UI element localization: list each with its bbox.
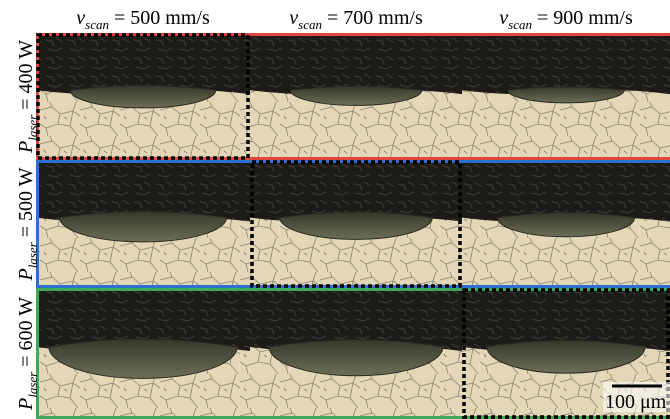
micrograph-panel [250,33,462,160]
label-text: = 500 W [15,167,37,242]
micrograph-panel [36,160,250,288]
label-text: = 400 W [15,40,37,115]
label-text: = 900 mm/s [532,7,633,29]
symbol: P [15,141,37,154]
symbol: P [15,398,37,411]
column-header: vscan = 700 mm/s [289,7,423,32]
row-header: Plaser = 500 W [15,167,40,281]
symbol: v [499,7,508,29]
label-text: = 600 W [15,297,37,372]
subscript: laser [25,371,40,398]
subscript: scan [85,17,109,32]
column-header: vscan = 900 mm/s [499,7,633,32]
subscript: scan [508,17,532,32]
micrograph-panel [36,288,250,419]
micrograph-panel [250,160,462,288]
micrograph-grid [36,33,670,419]
coating-region [462,33,670,94]
coating-region [250,33,462,94]
micrograph-panel [462,160,670,288]
symbol: P [15,268,37,281]
coating-region [36,33,250,94]
label-text: = 500 mm/s [109,7,210,29]
micrograph-panel [462,33,670,160]
micrograph-panel [250,288,462,419]
subscript: laser [25,241,40,268]
micrograph-panel [36,33,250,160]
subscript: laser [25,114,40,141]
subscript: scan [298,17,322,32]
column-header: vscan = 500 mm/s [76,7,210,32]
figure: vscan = 500 mm/svscan = 700 mm/svscan = … [0,0,670,419]
row-header: Plaser = 600 W [15,297,40,411]
symbol: v [289,7,298,29]
scale-bar-label: 100 μm [605,391,667,413]
row-header: Plaser = 400 W [15,40,40,154]
symbol: v [76,7,85,29]
label-text: = 700 mm/s [322,7,423,29]
